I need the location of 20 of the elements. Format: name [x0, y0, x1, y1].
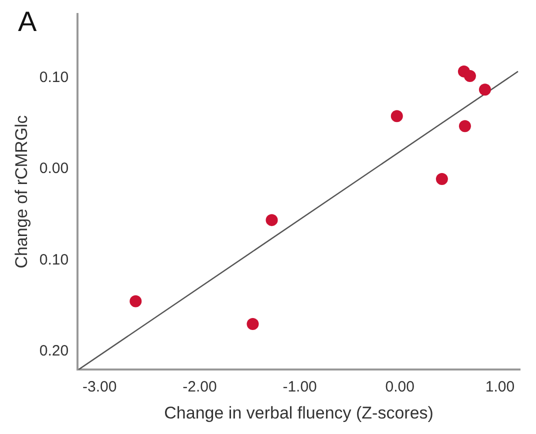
y-axis-title: Change of rCMRGlc — [12, 114, 31, 268]
point — [464, 70, 476, 82]
x-tick-label: -2.00 — [182, 378, 217, 396]
point — [266, 214, 278, 226]
point — [436, 173, 448, 186]
point — [390, 110, 403, 122]
x-tick-label: -1.00 — [282, 378, 317, 396]
x-axis-title: Change in verbal fluency (Z-scores) — [164, 403, 434, 422]
point — [458, 120, 471, 132]
y-tick-label: 0.10 — [39, 68, 69, 86]
chart-title: A — [18, 6, 37, 38]
y-tick-label: 0.00 — [39, 160, 69, 178]
x-tick-label: -3.00 — [82, 378, 117, 396]
point — [478, 84, 491, 96]
x-tick-label: 0.00 — [385, 378, 414, 396]
y-tick-label: 0.20 — [39, 342, 69, 360]
point — [130, 295, 142, 308]
x-tick-label: 1.00 — [485, 378, 515, 396]
point — [246, 318, 259, 330]
y-tick-label: 0.10 — [39, 251, 69, 268]
